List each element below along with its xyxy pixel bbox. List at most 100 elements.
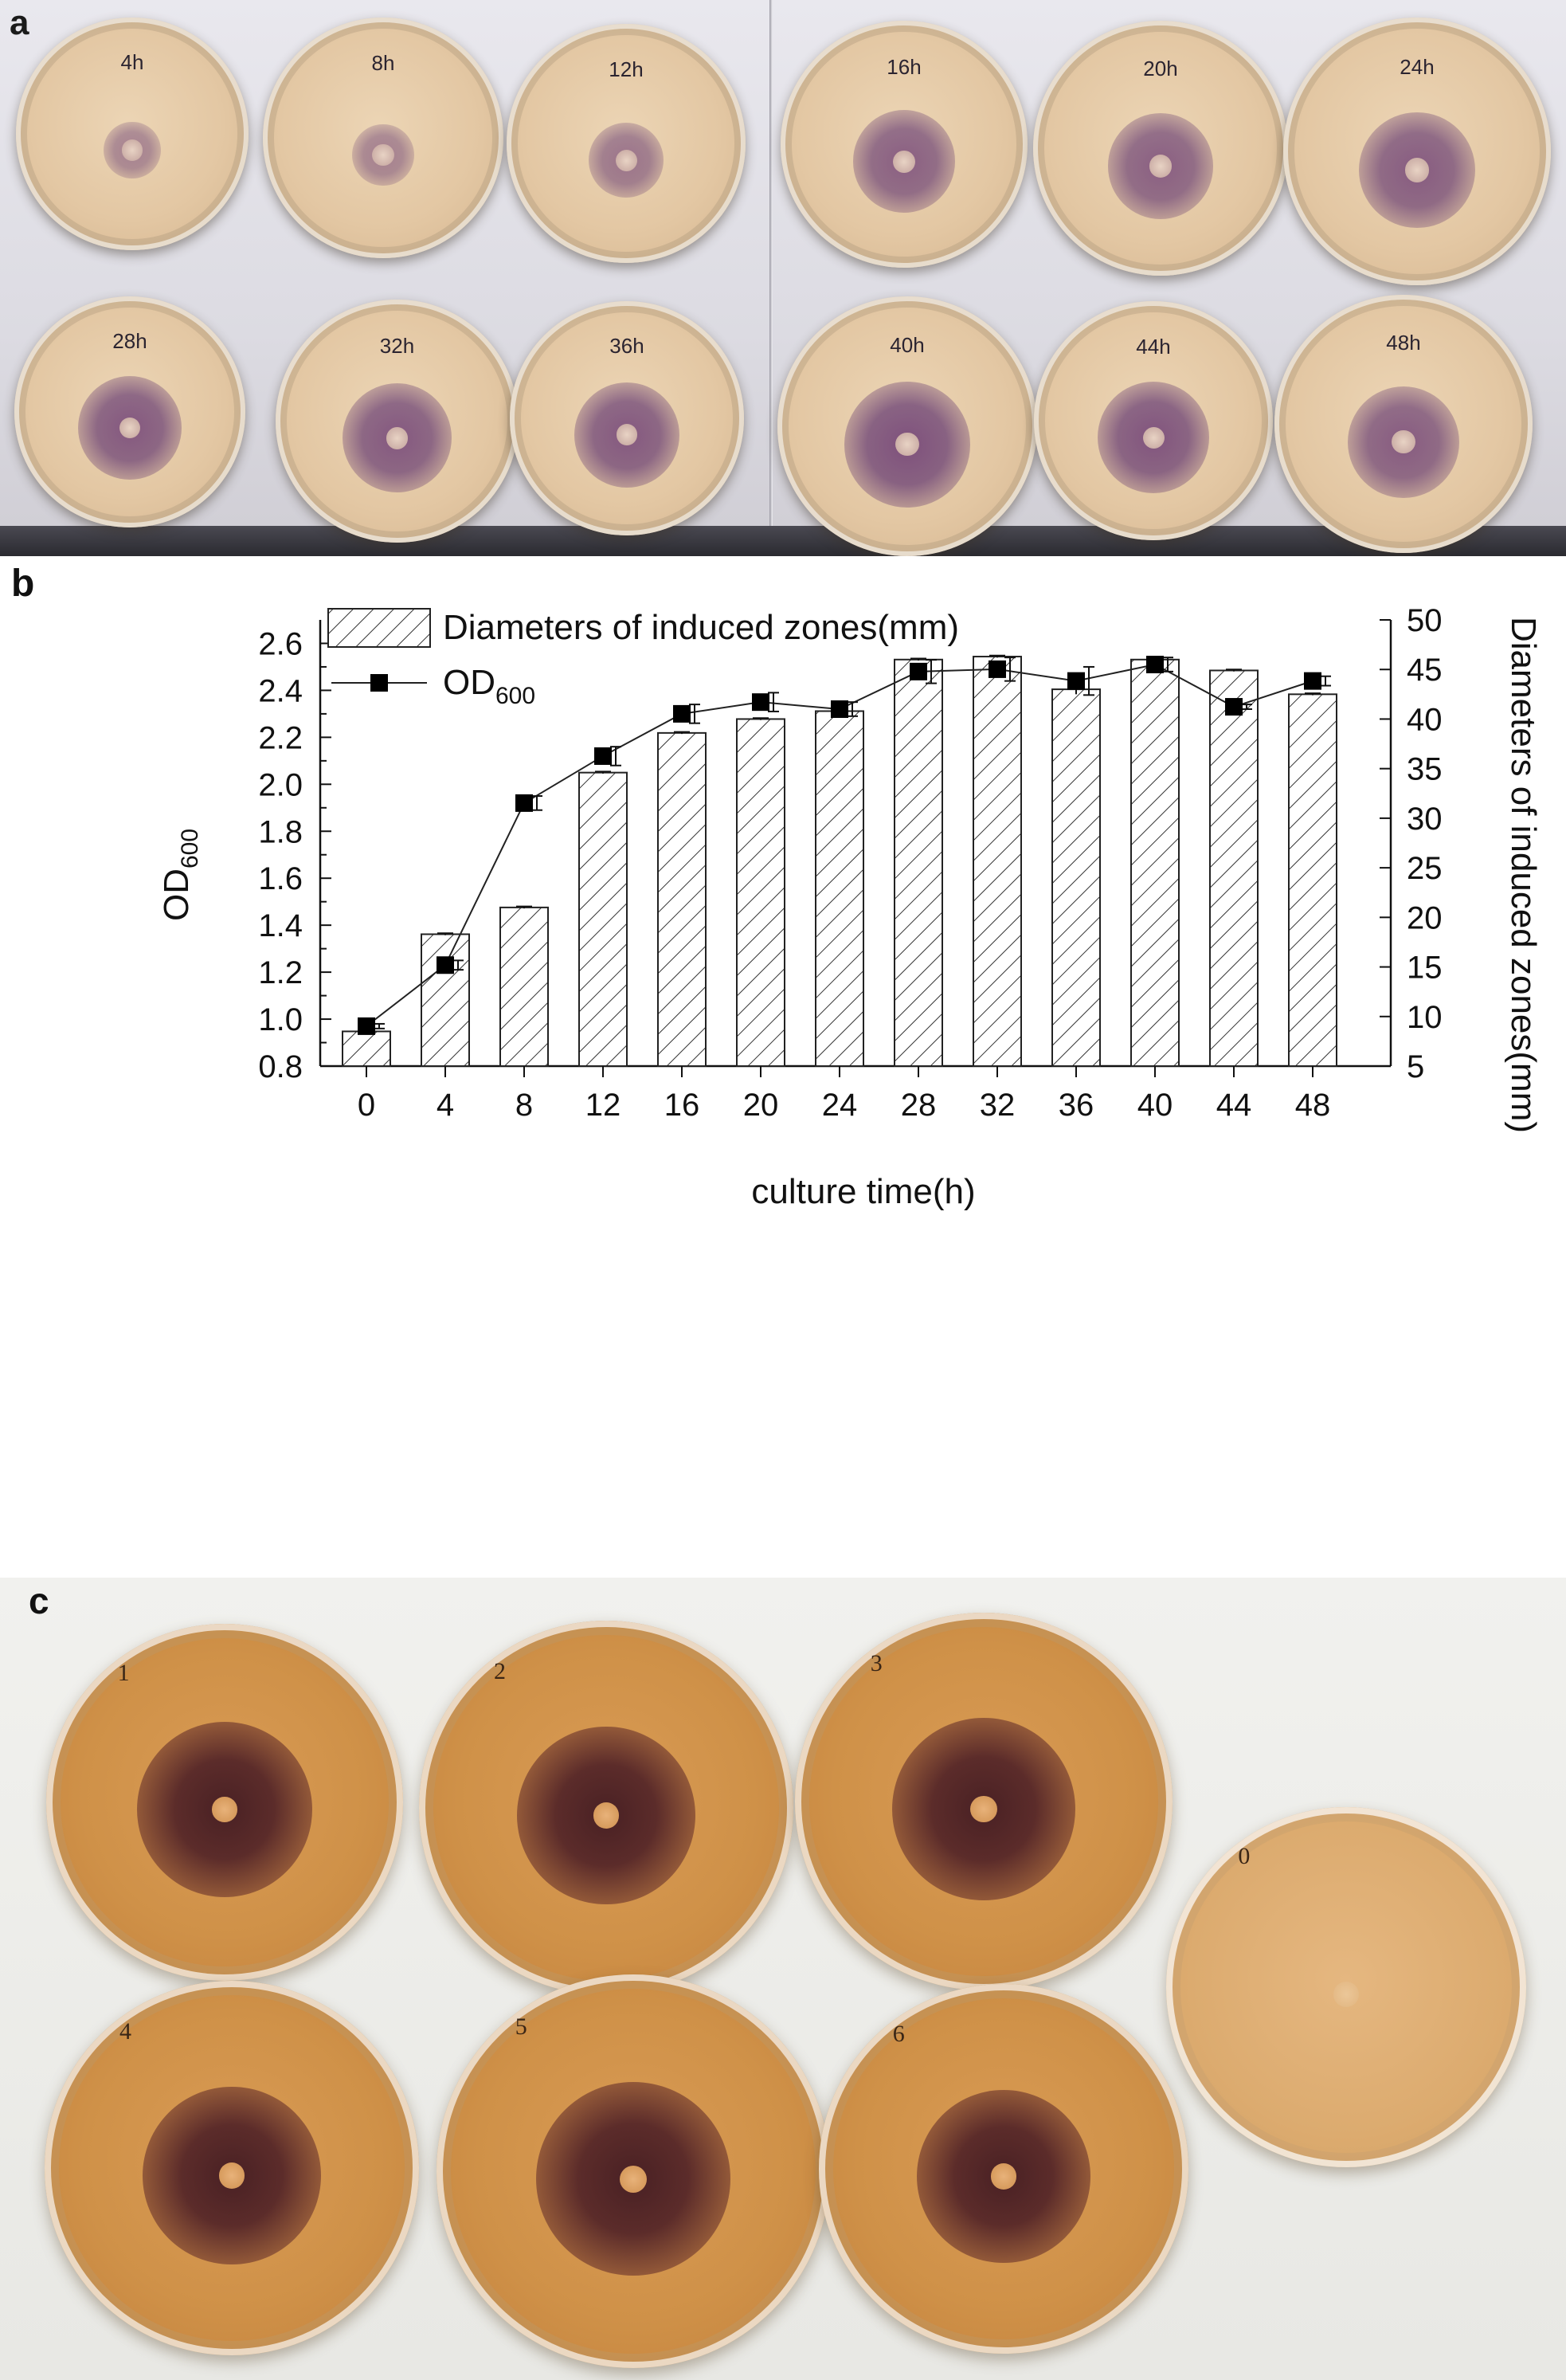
od600-point — [673, 704, 691, 723]
plate-label: 8h — [371, 51, 395, 76]
sample-well — [119, 418, 141, 439]
petri-plate: 2 — [419, 1621, 793, 1995]
petri-plate: 1 — [46, 1624, 403, 1981]
od600-point — [752, 693, 769, 712]
panel-a-letter: a — [10, 3, 29, 42]
y-right-tick-label: 25 — [1407, 851, 1443, 886]
od600-point — [989, 660, 1006, 678]
x-tick-label: 0 — [358, 1088, 375, 1123]
sample-well — [218, 2162, 245, 2189]
sample-well — [1333, 1982, 1359, 2007]
x-tick-label: 44 — [1216, 1088, 1252, 1123]
sample-well — [1142, 426, 1165, 449]
y-left-tick-label: 1.2 — [258, 955, 303, 990]
petri-plate: 12h — [507, 24, 746, 263]
plate-label: 3 — [870, 1650, 883, 1677]
bar — [973, 656, 1022, 1068]
petri-plate: 20h — [1033, 21, 1288, 276]
petri-plate: 8h — [263, 18, 503, 258]
plate-label: 0 — [1238, 1843, 1251, 1870]
x-tick-label: 20 — [743, 1088, 779, 1123]
petri-plate: 24h — [1283, 18, 1551, 285]
sample-well — [386, 427, 409, 449]
x-tick-label: 40 — [1137, 1088, 1173, 1123]
y-right-tick-label: 15 — [1407, 951, 1443, 986]
bar — [421, 933, 470, 1067]
bar — [1288, 693, 1337, 1067]
bar — [499, 906, 549, 1067]
petri-plate: 44h — [1034, 301, 1273, 540]
bar — [657, 731, 707, 1067]
bar — [894, 658, 943, 1067]
petri-plate: 16h — [781, 21, 1028, 268]
plate-label: 36h — [609, 334, 644, 359]
y-left-tick-label: 2.4 — [258, 673, 303, 708]
y-right-tick-label: 5 — [1407, 1049, 1424, 1084]
x-tick-label: 12 — [585, 1088, 621, 1123]
sample-well — [990, 2163, 1017, 2190]
x-tick-label: 36 — [1059, 1088, 1094, 1123]
x-tick-label: 8 — [515, 1088, 533, 1123]
od600-point — [1146, 656, 1164, 673]
od600-point — [1304, 672, 1321, 690]
petri-plate: 36h — [510, 301, 744, 535]
sample-well — [593, 1802, 620, 1829]
petri-plate: 4h — [16, 18, 249, 250]
sample-well — [121, 139, 143, 161]
sample-well — [212, 1797, 237, 1822]
y-left-tick-label: 0.8 — [258, 1049, 303, 1084]
bar — [1051, 688, 1101, 1067]
panel-b-letter: b — [11, 563, 34, 605]
y-right-tick-label: 40 — [1407, 702, 1443, 737]
plate-label: 1 — [117, 1659, 130, 1686]
petri-plate: 0 — [1166, 1807, 1526, 2167]
plate-label: 6 — [892, 2021, 905, 2048]
y-right-tick-label: 30 — [1407, 802, 1443, 837]
photo-seam — [769, 0, 773, 556]
bar — [1130, 658, 1180, 1067]
y-right-tick-label: 20 — [1407, 900, 1443, 935]
sample-well — [1149, 155, 1173, 178]
y-left-tick-label: 2.0 — [258, 767, 303, 802]
x-tick-label: 24 — [822, 1088, 858, 1123]
od600-point — [1225, 698, 1243, 716]
x-tick-label: 28 — [901, 1088, 937, 1123]
petri-plate: 48h — [1274, 295, 1533, 553]
plate-label: 32h — [379, 333, 415, 358]
x-tick-label: 32 — [980, 1088, 1016, 1123]
y-left-axis-title: OD600 — [157, 829, 203, 921]
y-left-tick-label: 1.0 — [258, 1002, 303, 1037]
plate-label: 12h — [609, 57, 644, 81]
y-right-axis-title: Diameters of induced zones(mm) — [1504, 617, 1543, 1133]
legend-line-marker — [370, 674, 388, 692]
plate-label: 24h — [1400, 55, 1435, 80]
bar — [736, 718, 785, 1067]
petri-plate: 28h — [14, 296, 245, 527]
sample-well — [1404, 158, 1430, 182]
x-axis-title: culture time(h) — [751, 1172, 975, 1211]
sample-well — [895, 433, 919, 457]
sample-well — [619, 2165, 648, 2194]
bar — [815, 710, 864, 1067]
od600-point — [358, 1017, 375, 1035]
plate-label: 48h — [1386, 331, 1421, 355]
plot-area: 0.8 1.0 1.2 1.4 1.6 1.8 2.0 2.2 2.4 2.6 5 10 15 20 25 3… — [157, 603, 1543, 1211]
bar — [342, 1030, 391, 1068]
y-left-tick-label: 1.6 — [258, 861, 303, 896]
y-right-tick-label: 50 — [1407, 603, 1443, 638]
plate-label: 16h — [887, 55, 922, 80]
sample-well — [616, 424, 638, 445]
od600-point — [910, 662, 927, 680]
sample-well — [615, 149, 637, 171]
panel-a-photo: 4h 8h 12h 16h 20h 24h 28h 32h 36h 40h 44h 48h a — [0, 0, 1566, 556]
legend-line-label: OD600 — [443, 663, 535, 709]
x-tick-label: 16 — [664, 1088, 700, 1123]
plate-label: 4 — [119, 2018, 131, 2045]
od600-point — [437, 956, 454, 974]
sample-well — [970, 1795, 997, 1823]
x-tick-label: 48 — [1295, 1088, 1331, 1123]
photo-shadow-floor — [0, 526, 1566, 556]
petri-plate: 5 — [437, 1974, 830, 2368]
x-tick-label: 4 — [437, 1088, 454, 1123]
legend-bar-swatch — [327, 608, 431, 648]
